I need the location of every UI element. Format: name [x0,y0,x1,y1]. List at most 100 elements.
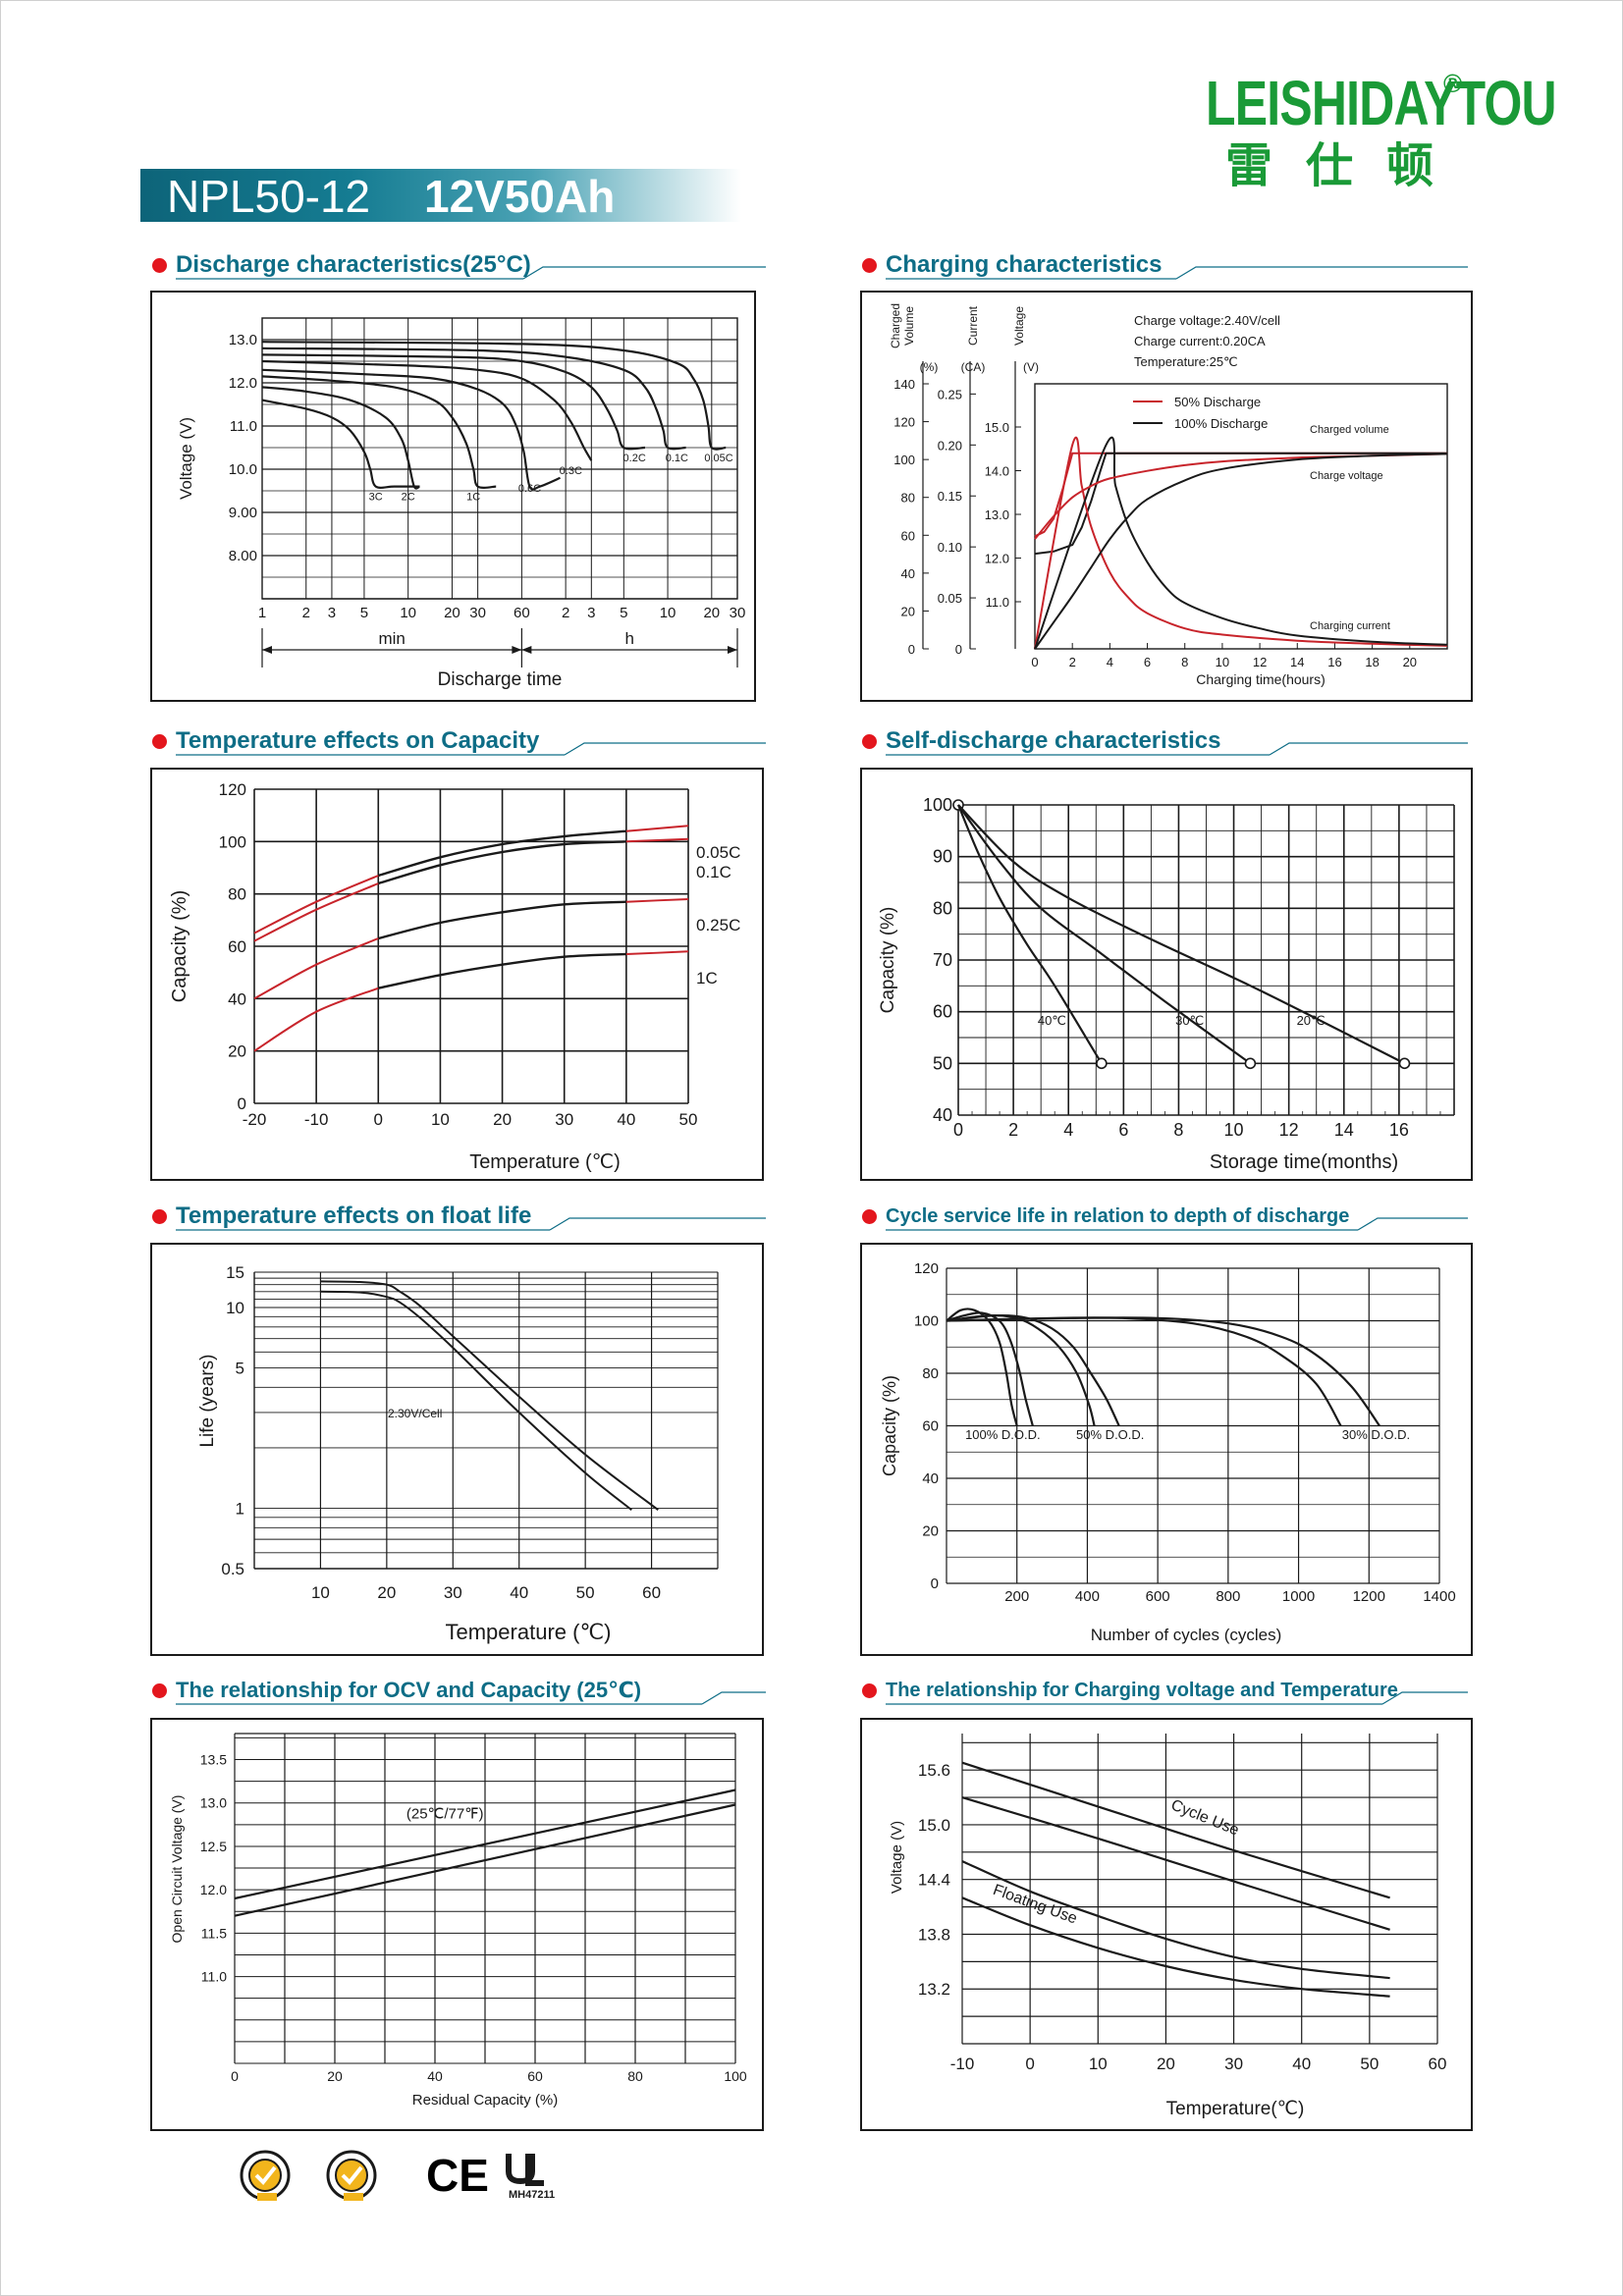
series-line-voltage [1034,452,1447,556]
end-marker-icon [1244,1057,1257,1070]
x-tick-label: 100 [724,2068,747,2084]
y-axis-label: Voltage (V) [889,1821,905,1894]
arrow-head-icon [262,646,272,654]
series-line-1C [378,952,626,989]
series-line-cold-0.1C [253,882,379,942]
axis-title: Charged [889,303,902,348]
series-line-0.05C [377,829,627,878]
x-tick-label: 0 [1025,2055,1034,2073]
dod-label: 50% D.O.D. [1076,1427,1144,1442]
y-tick-label: 100 [219,832,246,851]
series-line-lower [234,1803,736,1917]
section-title: The relationship for Charging voltage an… [886,1680,1398,1701]
end-marker-icon [1096,1057,1108,1070]
series-line [946,1313,1120,1426]
section-title: Charging characteristics [886,251,1163,278]
x-tick-label: 2 [562,605,569,621]
y-tick-label: 8.00 [229,548,257,564]
series-line-upper [234,1789,736,1900]
y-tick-label: 0.10 [938,540,962,555]
svg-text:CE: CE [426,2150,489,2201]
x-axis-label: Residual Capacity (%) [412,2092,558,2109]
x-tick-label: 200 [1004,1588,1029,1605]
y-tick-label: 40 [933,1105,952,1125]
series-line-warm-0.05C [625,825,689,832]
series-line-upper [320,1280,659,1511]
y-tick-label: 0.25 [938,387,962,401]
x-tick-label: 14 [1334,1120,1354,1140]
registered-mark: ® [1443,69,1463,98]
brand-logo: LEISHIDAYTOU ® 雷仕顿 [1206,69,1557,196]
series-line-Cycle Use lower [961,1796,1390,1931]
y-tick-label: 40 [901,566,915,581]
x-tick-label: 8 [1173,1120,1183,1140]
section-title: Self-discharge characteristics [886,727,1221,754]
section-title: Cycle service life in relation to depth … [886,1205,1350,1227]
discharge-chart: 1 2 3 5 10 20 30 60 2 3 5 10 20 30 8.00 9.00 10.0 11.0 12.… [177,317,745,690]
x-tick-label: 50 [576,1583,595,1602]
series-label: 0.05C [696,843,740,862]
y-tick-label: 10.0 [229,461,257,478]
section-header-float-life: Temperature effects on float life [152,1201,766,1234]
charge-voltage-temp-chart: -10 0 10 20 30 40 50 60 13.2 13.8 14.4 15.0 15.6 Volt… [889,1734,1446,2119]
x-unit-min: min [378,629,405,648]
series-line-0.2C [261,353,646,451]
certifications: CE MH47211 [236,2148,589,2207]
y-tick-label: 40 [228,989,246,1008]
y-tick-label: 13.0 [985,507,1009,522]
x-tick-label: 6 [1118,1120,1128,1140]
x-tick-label: 10 [1089,2055,1108,2073]
x-tick-label: 0 [374,1110,383,1129]
y-tick-label: 0 [908,642,915,657]
x-tick-label: 1400 [1423,1588,1455,1605]
y-tick-label: 80 [901,491,915,506]
y-axis-label: Life (years) [197,1354,218,1447]
y-tick-label: 70 [933,950,952,970]
x-tick-label: 2 [302,605,310,621]
curve-label: Charge voltage [1310,470,1383,482]
charge-voltage-temp-chart-panel: -10 0 10 20 30 40 50 60 13.2 13.8 14.4 15.0 15.6 Volt… [860,1718,1473,2131]
x-tick-label: 80 [627,2068,643,2084]
y-tick-label: 11.0 [201,1969,227,1985]
end-marker-icon [1398,1057,1411,1070]
series-line-2C [261,386,420,490]
x-tick-label: 3 [587,605,595,621]
section-header-charge-voltage-temp: The relationship for Charging voltage an… [862,1675,1468,1708]
y-tick-label: 80 [933,898,952,918]
y-tick-label: 120 [219,780,246,799]
y-tick-label: 13.8 [918,1925,950,1944]
x-tick-label: 30 [444,1583,462,1602]
series-label: 3C [369,492,383,504]
x-tick-label: 20 [493,1110,512,1129]
model-name: NPL50-12 [167,171,371,222]
x-tick-label: 0 [231,2068,239,2084]
y-tick-label: 40 [922,1470,939,1487]
y-axis-label: Open Circuit Voltage (V) [169,1795,185,1944]
y-tick-label: 100 [923,795,952,815]
y-tick-label: 120 [893,415,915,430]
series-line-cold-0.05C [253,875,379,934]
series-label: 0.25C [696,916,740,934]
x-tick-label: 5 [620,605,627,621]
series-label: 1C [466,492,480,504]
series-line [946,1316,1380,1427]
x-tick-label: 30 [469,605,486,621]
y-tick-label: 14.4 [918,1871,950,1890]
x-tick-label: 60 [642,1583,661,1602]
x-tick-label: 20 [327,2068,343,2084]
x-tick-label: 0 [1031,655,1038,669]
y-tick-label: 20 [228,1042,246,1061]
y-axis-label: Capacity (%) [169,890,190,1002]
x-axis-label: Temperature (℃) [469,1151,621,1173]
y-tick-label: 15.0 [985,420,1009,435]
charge-info: Charge voltage:2.40V/cell [1134,313,1280,328]
bullet-icon [152,1683,167,1698]
x-tick-label: 14 [1290,655,1304,669]
series-label: 20℃ [1297,1013,1325,1028]
x-tick-label: 800 [1216,1588,1240,1605]
x-tick-label: 2 [1069,655,1076,669]
rating-annotation: 2.30V/Cell [388,1407,442,1420]
series-line-cold-1C [253,987,379,1052]
y-tick-label: 12.0 [200,1882,227,1897]
series-line-lower [320,1290,632,1511]
